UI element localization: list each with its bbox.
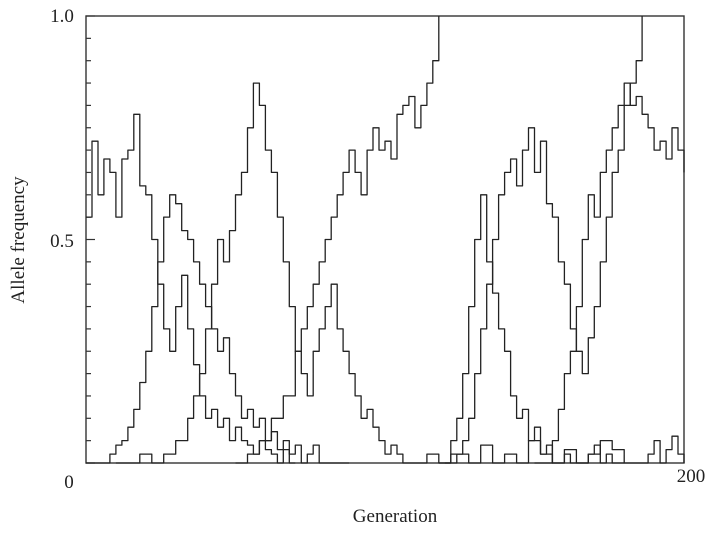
y-axis-label: Allele frequency	[8, 176, 29, 304]
x-tick-label-0: 0	[64, 472, 74, 493]
series-line-5	[414, 194, 625, 464]
series-line-4	[235, 16, 440, 464]
series-line-3	[115, 82, 415, 464]
x-axis-label: Generation	[353, 506, 438, 527]
plot-border	[85, 15, 685, 464]
series-line-1	[86, 113, 296, 464]
plot-frame	[85, 15, 685, 464]
series-line-7	[534, 82, 685, 464]
series-group	[86, 16, 685, 464]
series-line-2	[86, 194, 350, 464]
series-line-8	[444, 435, 685, 464]
series-line-6	[438, 16, 643, 464]
x-tick-label-1: 200	[677, 466, 706, 487]
y-tick-label-0: 0.5	[50, 231, 74, 252]
axis-ticks	[86, 15, 95, 464]
y-tick-label-1: 1.0	[50, 6, 74, 27]
